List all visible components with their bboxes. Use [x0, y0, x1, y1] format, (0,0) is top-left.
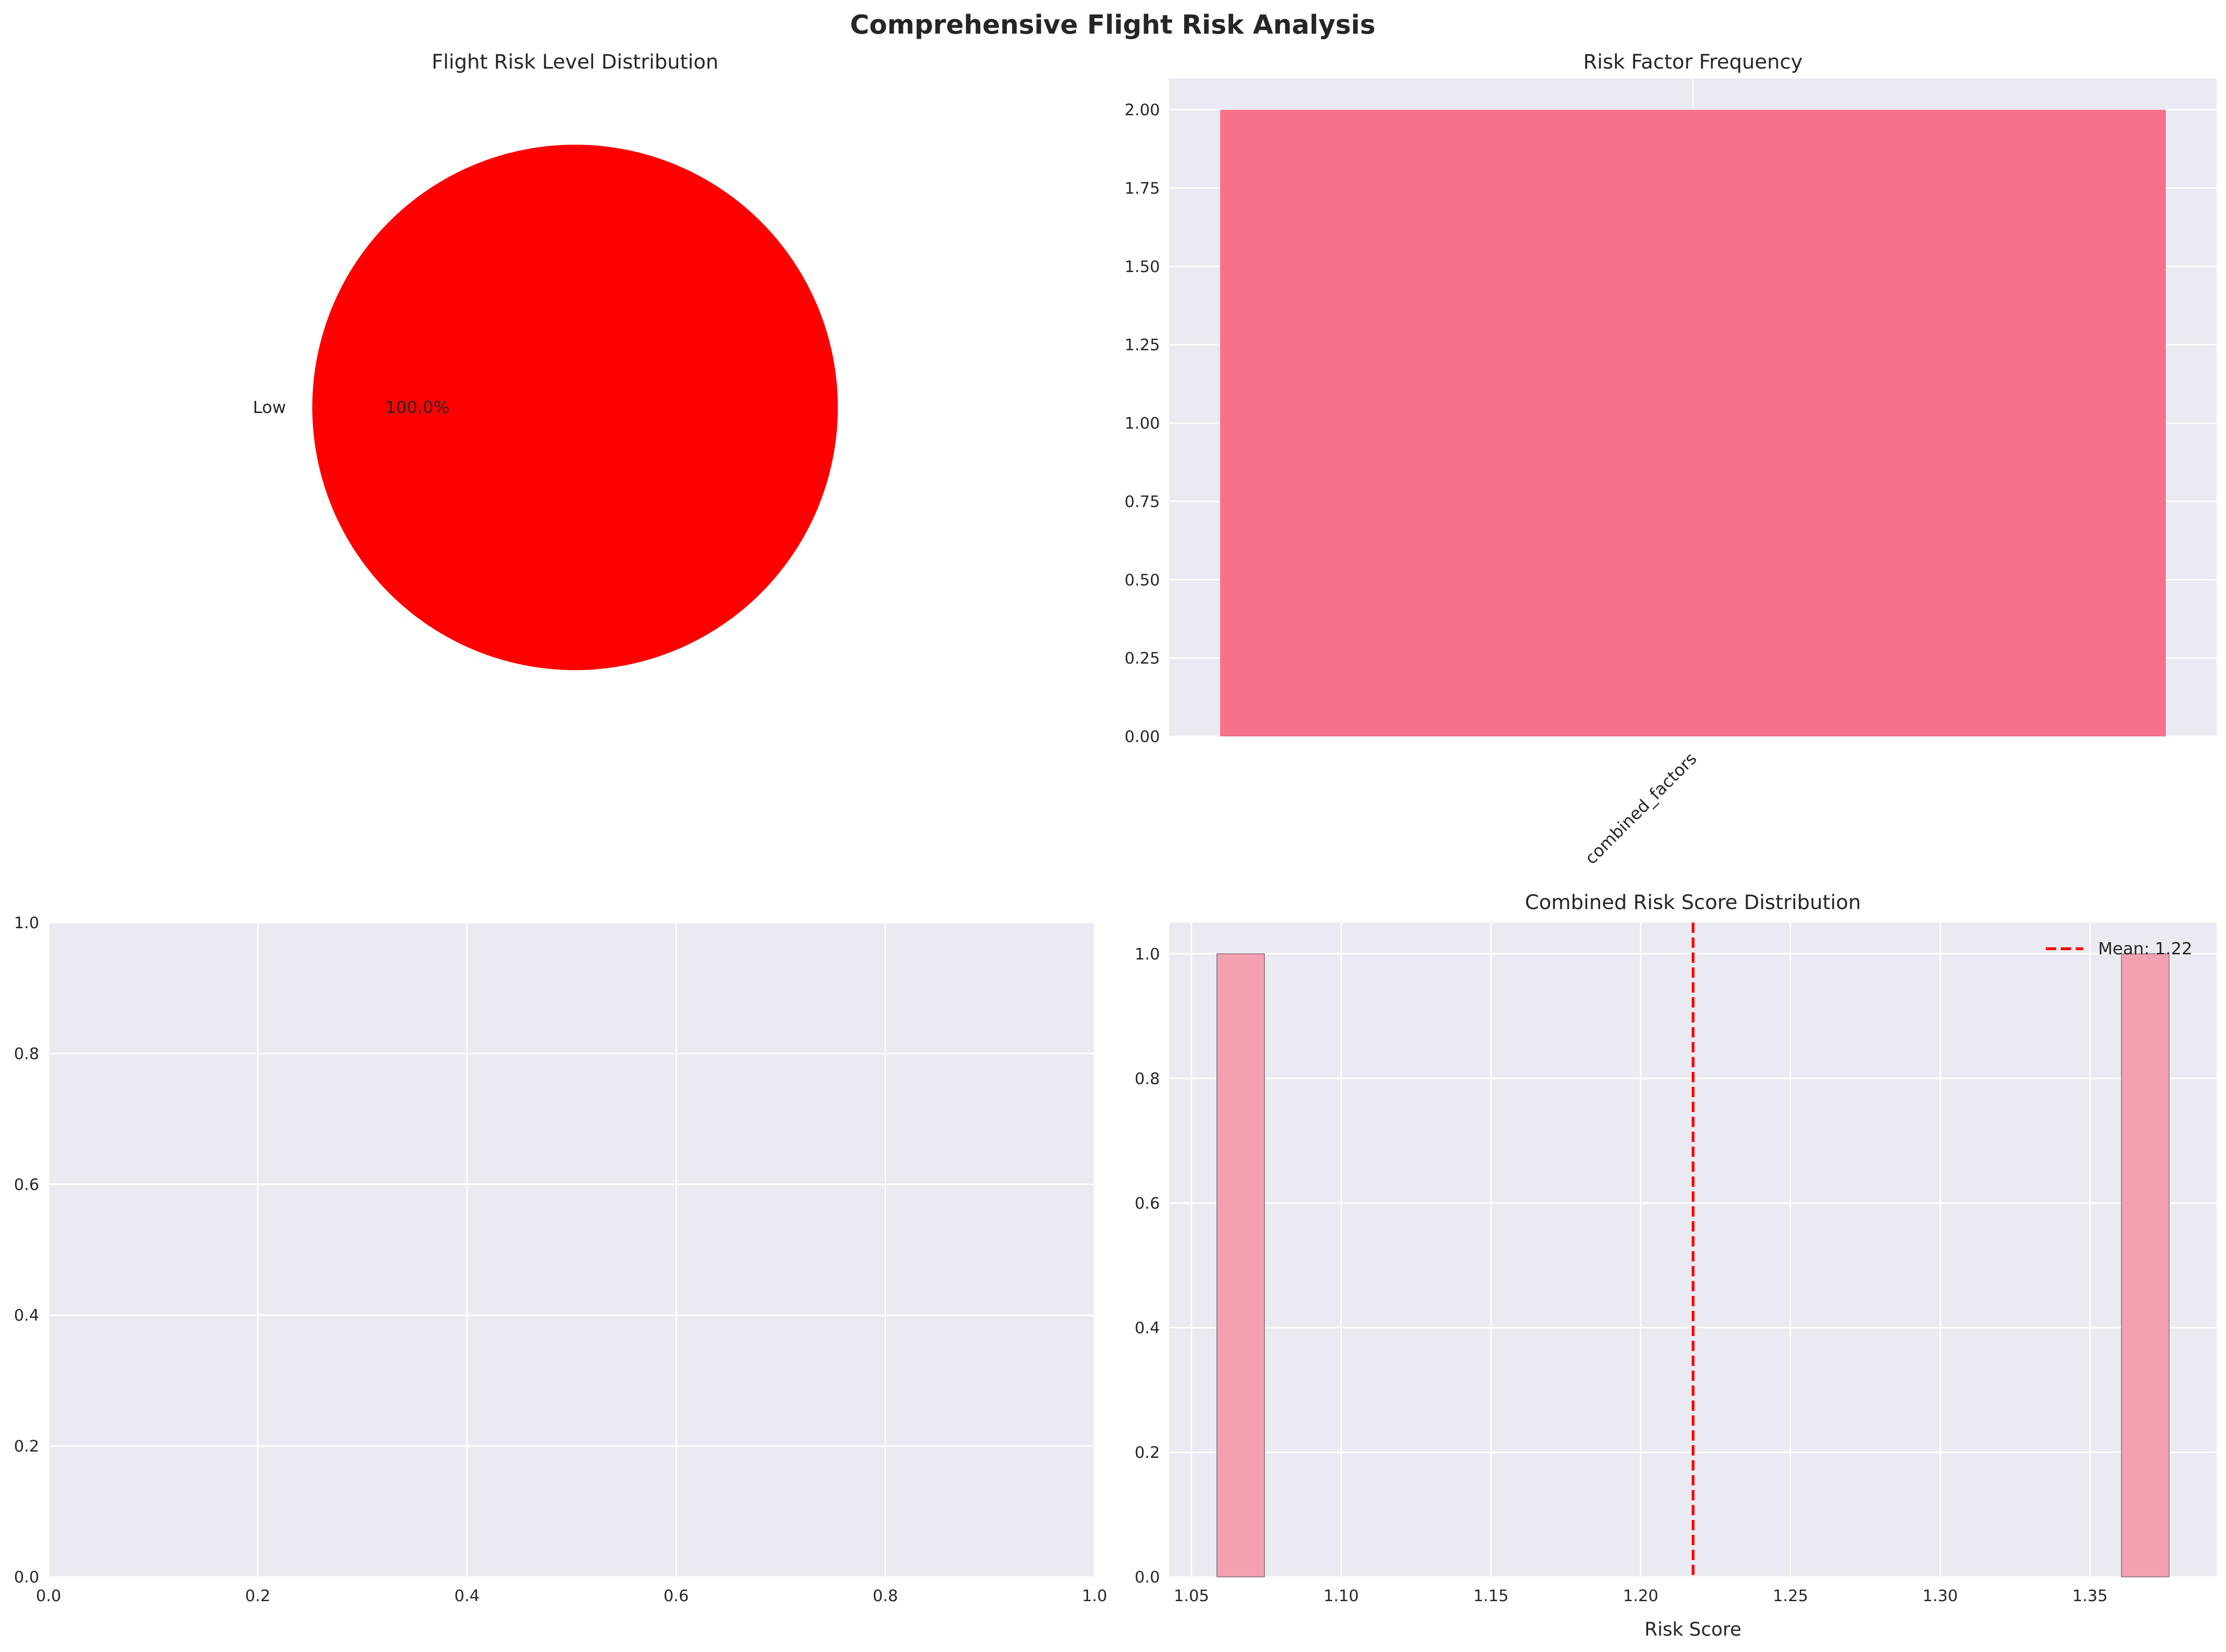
empty-ytick-label: 0.6 [14, 1176, 39, 1194]
legend-mean-label: Mean: 1.22 [2098, 939, 2192, 959]
histogram-title: Combined Risk Score Distribution [1525, 891, 1861, 914]
risk-score-histogram: Combined Risk Score Distribution Risk Sc… [1135, 891, 2217, 1640]
histogram-ytick-label: 0.4 [1135, 1319, 1160, 1337]
histogram-ytick-label: 0.2 [1135, 1443, 1160, 1462]
empty-xtick-label: 0.0 [36, 1587, 61, 1605]
histogram-xtick-label: 1.05 [1174, 1587, 1209, 1605]
bar-ytick-label: 0.50 [1124, 571, 1160, 589]
empty-xtick-label: 0.8 [873, 1587, 898, 1605]
pie-percent-label: 100.0% [386, 398, 449, 417]
bar-combined_factors [1220, 110, 2166, 737]
histogram-xtick-label: 1.10 [1323, 1587, 1359, 1605]
histogram-bar-1 [2121, 953, 2170, 1577]
pie-chart-title: Flight Risk Level Distribution [432, 50, 719, 74]
figure-title: Comprehensive Flight Risk Analysis [850, 10, 1376, 40]
pie-slice-low [312, 145, 838, 670]
histogram-xtick-label: 1.20 [1623, 1587, 1658, 1605]
bar-chart-title: Risk Factor Frequency [1583, 50, 1803, 74]
risk-level-pie-chart: Flight Risk Level Distribution Low 100.0% [253, 50, 838, 670]
histogram-bar-0 [1216, 953, 1265, 1577]
empty-xtick-label: 0.2 [245, 1587, 270, 1605]
empty-xtick-label: 0.6 [664, 1587, 689, 1605]
empty-xtick-label: 1.0 [1082, 1587, 1107, 1605]
histogram-ytick-label: 0.8 [1135, 1070, 1160, 1088]
empty-ytick-label: 1.0 [14, 914, 39, 932]
histogram-ytick-label: 0.6 [1135, 1194, 1160, 1213]
bar-ytick-label: 0.25 [1124, 649, 1160, 668]
histogram-xlabel: Risk Score [1644, 1619, 1741, 1640]
empty-axes-chart: 0.0 0.2 0.4 0.6 0.8 1.0 0.0 0.2 0.4 0.6 0.8 1.0 [14, 914, 1107, 1605]
empty-ytick-label: 0.8 [14, 1044, 39, 1063]
bar-ytick-label: 2.00 [1124, 101, 1160, 119]
risk-factor-bar-chart: Risk Factor Frequency 0.00 0.25 0.50 0.75 1.… [1124, 50, 2217, 868]
empty-ytick-label: 0.4 [14, 1306, 39, 1325]
histogram-ytick-label: 0.0 [1135, 1568, 1160, 1587]
bar-ytick-label: 1.50 [1124, 258, 1160, 276]
bar-ytick-label: 1.75 [1124, 179, 1160, 198]
histogram-ytick-label: 1.0 [1135, 945, 1160, 964]
histogram-xtick-label: 1.15 [1473, 1587, 1509, 1605]
pie-label: Low [253, 398, 286, 417]
empty-ytick-label: 0.0 [14, 1568, 39, 1587]
histogram-xtick-label: 1.25 [1773, 1587, 1808, 1605]
empty-ytick-label: 0.2 [14, 1437, 39, 1456]
histogram-xtick-label: 1.35 [2072, 1587, 2108, 1605]
bar-ytick-label: 1.00 [1124, 414, 1160, 433]
empty-xtick-label: 0.4 [454, 1587, 479, 1605]
empty-plot-area [49, 923, 1095, 1577]
bar-xtick-label: combined_factors [1581, 749, 1700, 868]
histogram-legend: Mean: 1.22 [2046, 939, 2192, 959]
bar-ytick-label: 0.00 [1124, 728, 1160, 746]
histogram-xtick-label: 1.30 [1923, 1587, 1958, 1605]
bar-ytick-label: 1.25 [1124, 336, 1160, 355]
bar-ytick-label: 0.75 [1124, 492, 1160, 511]
